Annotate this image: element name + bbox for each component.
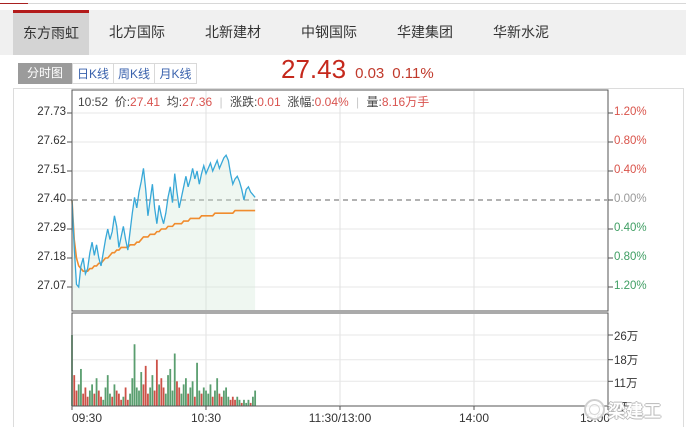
time-axis-label: 10:30 — [190, 411, 222, 425]
info-change-label: 涨跌: — [229, 95, 258, 109]
quote-summary: 27.43 0.03 0.11% — [281, 54, 434, 85]
time-axis-label: 11:30/13:00 — [308, 411, 372, 425]
watermark-text: 梁建工 — [608, 402, 662, 421]
percent-axis-label: 0.40% — [614, 164, 647, 176]
price-axis-label: 27.62 — [37, 135, 66, 147]
volume-axis-label: 26万 — [614, 331, 639, 343]
watermark-logo-icon — [584, 399, 605, 420]
info-time: 10:52 — [78, 95, 109, 109]
top-divider-accent — [0, 3, 28, 4]
percent-axis-label: 0.80% — [614, 251, 647, 263]
top-divider — [0, 3, 686, 4]
info-separator: | — [219, 95, 223, 109]
percent-axis-label: 0.00% — [614, 193, 647, 205]
view-tab-weekly-k[interactable]: 周K线 — [113, 63, 155, 84]
percent-axis-label: 1.20% — [614, 106, 647, 118]
stock-tab-zhonggang-guoji[interactable]: 中钢国际 — [301, 24, 357, 40]
price-axis-label: 27.29 — [37, 222, 66, 234]
stock-tab-huaxin-shuini[interactable]: 华新水泥 — [493, 24, 549, 40]
info-price-value: 27.41 — [130, 95, 161, 109]
current-price: 27.43 — [281, 54, 347, 84]
price-axis-label: 27.40 — [37, 193, 66, 205]
info-avg-value: 27.36 — [182, 95, 213, 109]
percent-axis-label: 0.80% — [614, 135, 647, 147]
stock-tabs-bar: 东方雨虹 北方国际 北新建材 中钢国际 华建集团 华新水泥 — [0, 10, 686, 55]
volume-axis-label: 3万 — [614, 402, 632, 414]
percent-axis-label: 1.20% — [614, 280, 647, 292]
watermark: 梁建工 — [584, 397, 662, 422]
price-change: 0.03 — [355, 65, 385, 82]
price-axis-label: 27.51 — [37, 164, 66, 176]
price-axis-label: 27.18 — [37, 251, 66, 263]
view-tab-monthly-k[interactable]: 月K线 — [154, 63, 197, 84]
stock-tab-beifang-guoji[interactable]: 北方国际 — [109, 24, 165, 40]
price-axis-label: 27.73 — [37, 106, 66, 118]
price-change-percent: 0.11% — [392, 65, 434, 82]
time-axis-label: 09:30 — [72, 411, 103, 425]
volume-axis-label: 11万 — [614, 378, 638, 390]
time-axis-label: 14:00 — [458, 411, 490, 425]
stock-tab-dongfang-yuhong[interactable]: 东方雨虹 — [13, 10, 89, 55]
percent-axis-label: 0.40% — [614, 222, 647, 234]
info-volume-value: 8.16万手 — [381, 95, 430, 109]
info-separator-2: | — [356, 95, 360, 109]
stock-tab-huajian-jituan[interactable]: 华建集团 — [397, 24, 453, 40]
price-axis-label: 27.07 — [37, 280, 66, 292]
stock-tab-beixin-jiancai[interactable]: 北新建材 — [205, 24, 261, 40]
info-change-value: 0.01 — [257, 95, 281, 109]
info-volume-label: 量: — [366, 95, 382, 109]
view-tab-daily-k[interactable]: 日K线 — [72, 63, 114, 84]
volume-axis-label: 18万 — [614, 355, 639, 367]
info-price-label: 价: — [114, 95, 131, 109]
crosshair-info: 10:52 价:27.41 均:27.36 | 涨跌:0.01 涨幅:0.04%… — [78, 93, 429, 110]
view-tab-timeshare[interactable]: 分时图 — [18, 63, 72, 84]
info-pct-value: 0.04% — [314, 95, 349, 109]
info-avg-label: 均: — [166, 95, 183, 109]
info-pct-label: 涨幅: — [287, 95, 315, 109]
